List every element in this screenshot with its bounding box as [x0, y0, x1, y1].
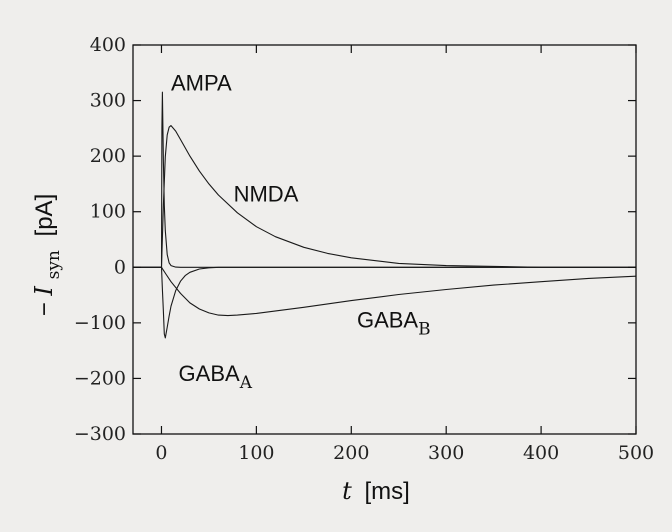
tick-marks	[133, 44, 637, 435]
x-tick-label: 400	[523, 442, 559, 464]
y-tick-label: −200	[74, 367, 126, 389]
y-axis-title: − I syn [pA]	[30, 194, 65, 317]
series-line-1	[133, 125, 636, 268]
series-label: GABAB	[357, 307, 431, 339]
x-axis-title: t [ms]	[342, 477, 410, 505]
y-tick-label: 300	[90, 90, 126, 112]
y-tick-label: −100	[74, 312, 126, 334]
x-tick-label: 0	[155, 442, 167, 464]
series-label: NMDA	[234, 182, 299, 207]
y-axis-prefix: −	[31, 302, 58, 316]
y-axis-var: I	[30, 286, 58, 297]
series-line-2	[133, 266, 636, 339]
x-tick-labels: 0 100 200 300 400 500	[155, 442, 654, 464]
y-tick-label: −300	[74, 423, 126, 445]
series-layer	[133, 91, 637, 339]
x-axis-var: t	[342, 477, 352, 505]
y-axis-unit: [pA]	[31, 194, 58, 237]
series-labels: AMPA NMDA GABAB GABAA	[171, 71, 431, 394]
series-line-3	[133, 266, 637, 317]
x-tick-label: 200	[333, 442, 369, 464]
x-tick-label: 500	[618, 442, 654, 464]
x-tick-label: 100	[238, 442, 274, 464]
x-tick-label: 300	[428, 442, 464, 464]
y-tick-label: 200	[90, 145, 126, 167]
series-line-0	[133, 91, 636, 268]
svg-text:− I syn [pA]: − I syn [pA]	[30, 194, 65, 317]
x-axis-unit: [ms]	[365, 478, 410, 505]
series-label: AMPA	[171, 71, 232, 96]
y-tick-label: 100	[90, 201, 126, 223]
y-tick-labels: −300 −200 −100 0 100 200 300 400	[74, 34, 126, 445]
plot-frame	[132, 44, 637, 435]
y-axis-sub: syn	[44, 250, 64, 279]
series-label: GABAA	[179, 361, 253, 393]
y-tick-label: 0	[114, 256, 126, 278]
y-tick-label: 400	[90, 34, 126, 56]
